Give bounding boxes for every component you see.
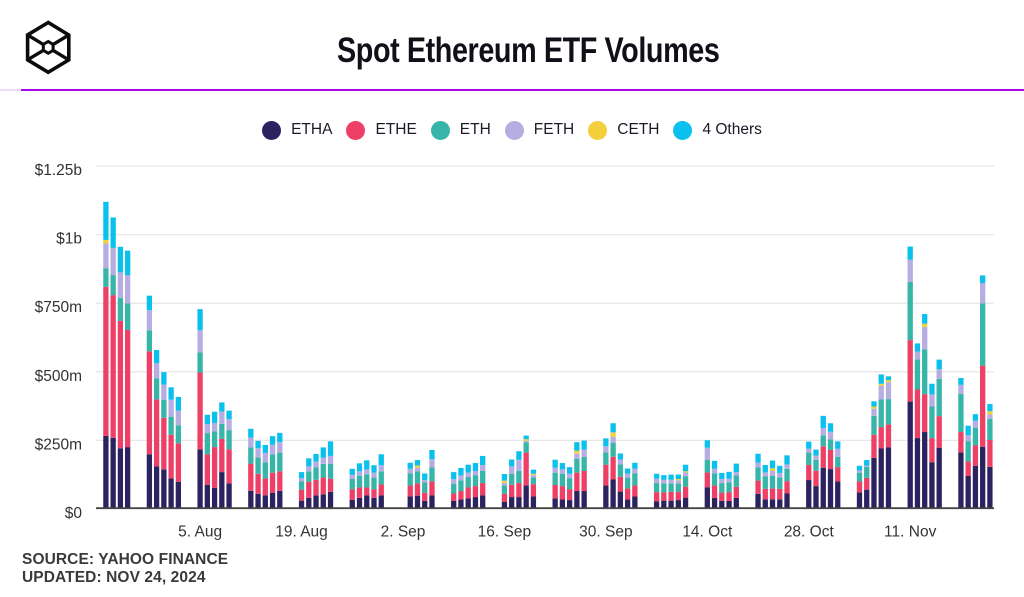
svg-text:$1b: $1b: [56, 231, 82, 248]
svg-text:14. Oct: 14. Oct: [682, 524, 733, 541]
svg-text:$0: $0: [65, 505, 83, 522]
svg-text:19. Aug: 19. Aug: [275, 524, 328, 541]
svg-text:$750m: $750m: [35, 299, 82, 316]
svg-text:$1.25b: $1.25b: [35, 162, 82, 179]
svg-text:5. Aug: 5. Aug: [178, 524, 222, 541]
svg-text:11. Nov: 11. Nov: [884, 524, 937, 541]
svg-text:$500m: $500m: [35, 368, 82, 385]
svg-text:2. Sep: 2. Sep: [381, 524, 426, 541]
svg-text:30. Sep: 30. Sep: [579, 524, 632, 541]
svg-text:$250m: $250m: [35, 436, 82, 453]
svg-text:28. Oct: 28. Oct: [784, 524, 835, 541]
svg-text:16. Sep: 16. Sep: [478, 524, 531, 541]
